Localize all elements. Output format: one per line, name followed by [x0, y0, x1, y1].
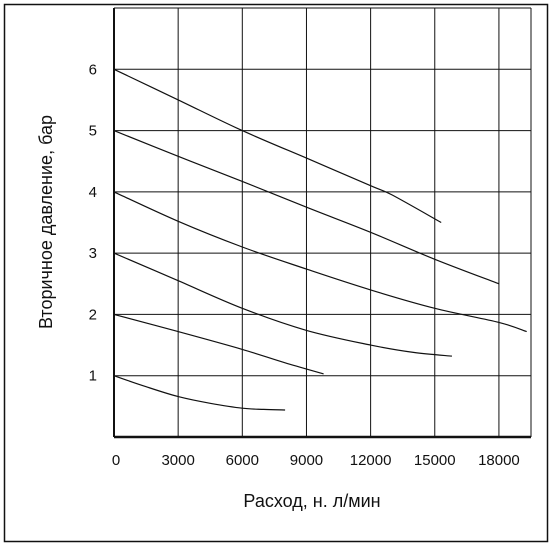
y-tick-label: 1: [89, 368, 97, 385]
tick-labels: 0 3000 6000 9000 12000 15000 18000 1 2 3 4 5 6: [89, 61, 520, 469]
y-tick-label: 4: [89, 184, 97, 201]
axes: [113, 8, 531, 439]
outer-border: [3, 3, 549, 543]
x-tick-label: 3000: [161, 452, 194, 469]
series-line-2: [113, 313, 324, 375]
series-line-3: [113, 252, 452, 357]
x-tick-label: 6000: [226, 452, 259, 469]
series-group: [113, 68, 527, 411]
x-tick-label: 15000: [414, 452, 456, 469]
series-line-6: [113, 68, 442, 224]
series-line-4: [113, 191, 527, 333]
y-tick-label: 2: [89, 306, 97, 323]
x-tick-label: 9000: [290, 452, 323, 469]
grid: [114, 7, 532, 437]
y-tick-label: 5: [89, 123, 97, 140]
y-axis-label: Вторичное давление, бар: [36, 115, 56, 329]
x-tick-label: 18000: [478, 452, 520, 469]
series-line-1: [113, 375, 286, 411]
x-tick-label: 0: [112, 452, 120, 469]
y-tick-label: 6: [89, 61, 97, 78]
y-tick-label: 3: [89, 245, 97, 262]
x-axis-label: Расход, н. л/мин: [243, 491, 380, 511]
x-tick-label: 12000: [350, 452, 392, 469]
series-line-5: [113, 130, 500, 285]
